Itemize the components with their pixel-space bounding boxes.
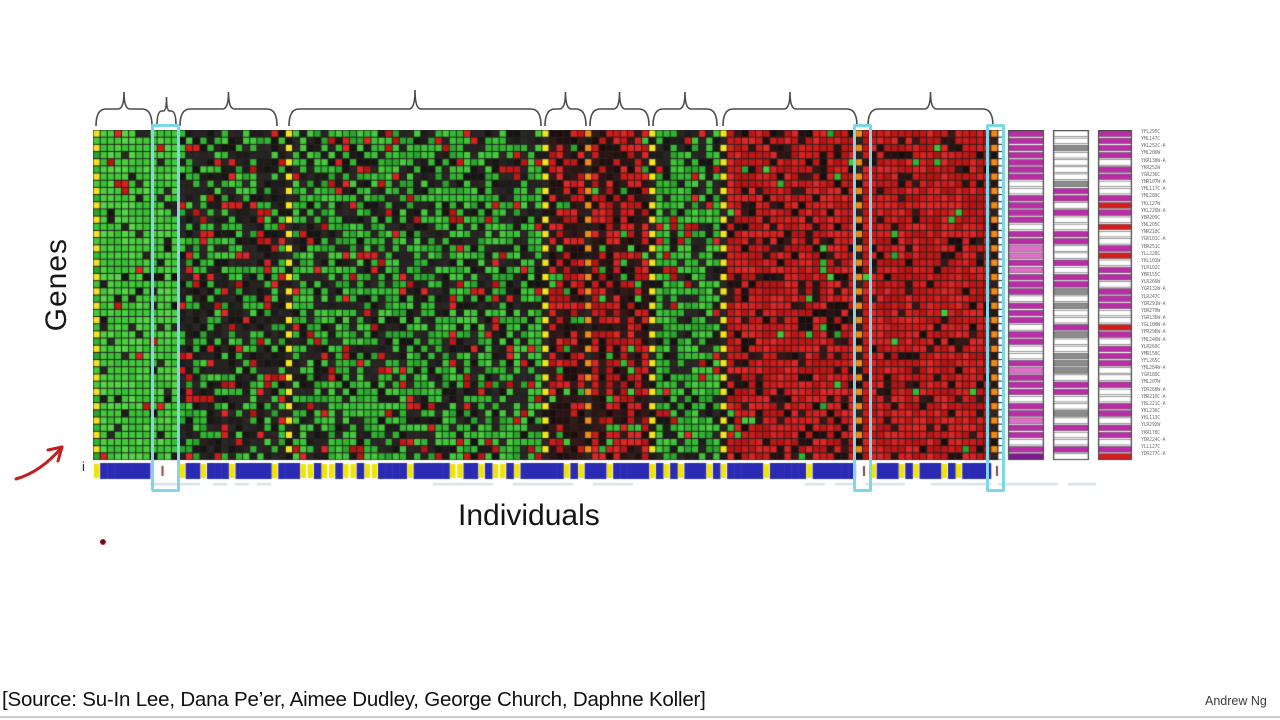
gene-labels-list: YFL295C YML147C YKL252C-A YML206W YKR138W-A Y… xyxy=(1141,129,1211,458)
bottom-divider-line xyxy=(0,716,1280,718)
gene-label: YKR252W xyxy=(1141,164,1160,171)
column-group-brace xyxy=(722,91,858,127)
gene-label: YMR158C xyxy=(1141,350,1160,357)
gene-label: YKL113C xyxy=(1141,415,1160,422)
gene-label: YKR138W-A xyxy=(1141,157,1166,164)
genes-axis-label: Genes xyxy=(40,238,73,332)
gene-label: YLR247C xyxy=(1141,293,1160,300)
individuals-axis-label: Individuals xyxy=(458,499,600,532)
gene-label: YLR102C xyxy=(1141,264,1160,271)
column-group-brace xyxy=(156,96,177,127)
gene-label: YML289C xyxy=(1141,193,1160,200)
gene-label: YKL226W-A xyxy=(1141,207,1166,214)
gene-label: YBR155C xyxy=(1141,272,1160,279)
strip-row-marker: i xyxy=(82,459,85,474)
column-group-brace xyxy=(179,91,278,127)
source-citation: [Source: Su-In Lee, Dana Pe’er, Aimee Du… xyxy=(2,688,706,711)
gene-label: YKL236C xyxy=(1141,408,1160,415)
gene-label: YKL127W xyxy=(1141,200,1160,207)
highlight-box-1 xyxy=(151,124,180,492)
highlight-box-2 xyxy=(853,124,872,492)
gene-label: YML207W xyxy=(1141,379,1160,386)
gene-label: YML147C xyxy=(1141,136,1160,143)
gene-label: YKR178C xyxy=(1141,429,1160,436)
gene-label: YDR224C-A xyxy=(1141,436,1166,443)
gene-label: YFL295C xyxy=(1141,129,1160,135)
gene-label: YDR277C-A xyxy=(1141,451,1166,458)
gene-label: YLR266W xyxy=(1141,279,1160,286)
gene-label: YLR292W xyxy=(1141,422,1160,429)
gene-label: YGR136W-A xyxy=(1141,315,1166,322)
column-group-brace xyxy=(589,91,650,127)
gene-label: YDR291W-A xyxy=(1141,300,1166,307)
gene-label: YML284W-A xyxy=(1141,365,1166,372)
column-group-brace xyxy=(652,91,718,127)
gene-label: YBR210C-A xyxy=(1141,393,1166,400)
gene-label: YNR107W-A xyxy=(1141,179,1166,186)
red-arrow-annotation xyxy=(14,445,64,481)
expression-heatmap-canvas xyxy=(93,130,1139,486)
column-group-brace xyxy=(867,91,994,127)
highlight-box-3 xyxy=(986,124,1005,492)
gene-label: YBR251C xyxy=(1141,243,1160,250)
column-group-brace xyxy=(544,91,587,127)
gene-label: YGR101C-A xyxy=(1141,236,1166,243)
gene-label: YML206W xyxy=(1141,150,1160,157)
column-group-brace xyxy=(288,89,542,127)
gene-label: YGR180C xyxy=(1141,372,1160,379)
gene-label: YNL205C xyxy=(1141,222,1160,229)
gene-label: YDR270W xyxy=(1141,307,1160,314)
gene-label: YFR296W-A xyxy=(1141,329,1166,336)
gene-label: YGL100W-A xyxy=(1141,322,1166,329)
column-group-braces xyxy=(95,89,994,127)
column-group-brace xyxy=(95,91,153,127)
gene-label: YGR236C xyxy=(1141,171,1160,178)
gene-label: YLR260C xyxy=(1141,343,1160,350)
laser-pointer-dot xyxy=(100,539,106,545)
gene-label: YLL228C xyxy=(1141,250,1160,257)
gene-label: YKL101W xyxy=(1141,257,1160,264)
gene-label: YDR268W-A xyxy=(1141,386,1166,393)
attribution-author: Andrew Ng xyxy=(1205,694,1267,708)
gene-label: YML117C-A xyxy=(1141,186,1166,193)
gene-label: YGR132W-A xyxy=(1141,286,1166,293)
gene-label: YNR218C xyxy=(1141,229,1160,236)
gene-label: YML246W-A xyxy=(1141,336,1166,343)
gene-label: YBL221C-A xyxy=(1141,400,1166,407)
gene-label: YKL252C-A xyxy=(1141,143,1166,150)
gene-label: YFL265C xyxy=(1141,358,1160,364)
gene-label: YBR209C xyxy=(1141,214,1160,221)
gene-label: YLL127C xyxy=(1141,443,1160,450)
